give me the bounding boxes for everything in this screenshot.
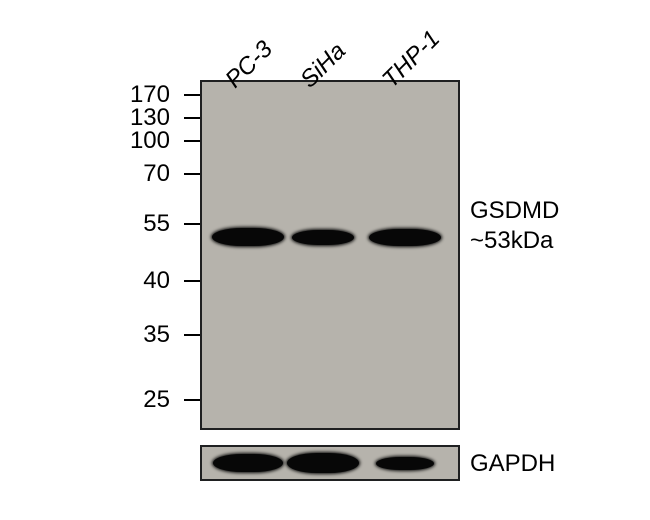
right-label: GSDMD xyxy=(470,197,559,225)
ladder-tick xyxy=(184,399,200,401)
ladder-tick xyxy=(184,173,200,175)
ladder-tick xyxy=(184,94,200,96)
bands-gapdh-band xyxy=(287,453,359,473)
ladder-label: 100 xyxy=(0,127,170,155)
ladder-tick xyxy=(184,334,200,336)
main-blot-panel xyxy=(200,80,460,430)
ladder-label: 55 xyxy=(0,210,170,238)
ladder-tick xyxy=(184,280,200,282)
ladder-tick xyxy=(184,117,200,119)
ladder-label: 35 xyxy=(0,321,170,349)
right-label: GAPDH xyxy=(470,450,555,478)
bands-main-band xyxy=(292,230,354,245)
bands-gapdh-band xyxy=(376,457,434,470)
bands-main-band xyxy=(212,228,284,246)
bands-gapdh-band xyxy=(213,454,283,472)
ladder-tick xyxy=(184,223,200,225)
ladder-label: 25 xyxy=(0,386,170,414)
ladder-label: 40 xyxy=(0,267,170,295)
right-label: ~53kDa xyxy=(470,227,553,255)
ladder-tick xyxy=(184,140,200,142)
blot-figure: 1701301007055403525 PC-3SiHaTHP-1 GSDMD~… xyxy=(0,0,650,520)
ladder-label: 70 xyxy=(0,160,170,188)
bands-main-band xyxy=(369,229,441,246)
